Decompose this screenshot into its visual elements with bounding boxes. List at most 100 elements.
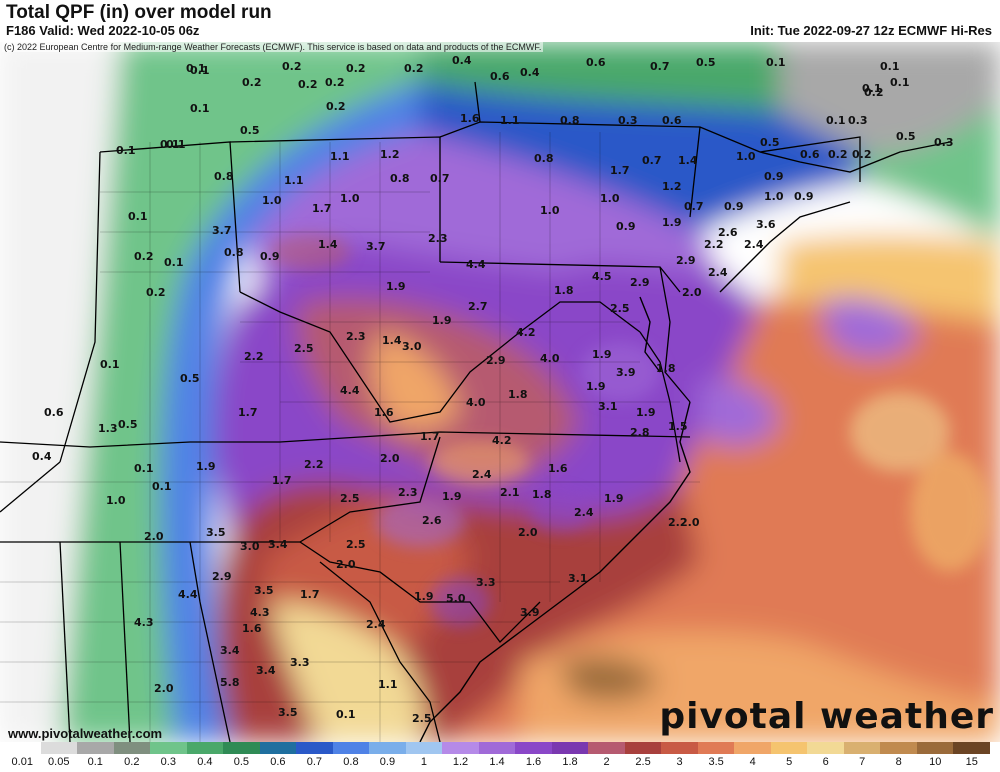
qpf-value-label: 1.1 bbox=[330, 150, 350, 163]
qpf-value-label: 1.0 bbox=[106, 494, 126, 507]
qpf-value-label: 3.5 bbox=[278, 706, 298, 719]
qpf-value-label: 0.4 bbox=[520, 66, 540, 79]
qpf-value-label: 0.2 bbox=[864, 86, 884, 99]
map-header: Total QPF (in) over model run F186 Valid… bbox=[0, 0, 1000, 42]
qpf-value-label: 3.9 bbox=[520, 606, 540, 619]
colorbar-swatch bbox=[332, 742, 370, 754]
qpf-value-label: 1.4 bbox=[382, 334, 402, 347]
qpf-value-label: 0.2 bbox=[298, 78, 318, 91]
qpf-value-label: 0.9 bbox=[764, 170, 784, 183]
qpf-value-label: 3.9 bbox=[616, 366, 636, 379]
colorbar-swatch bbox=[296, 742, 334, 754]
qpf-value-label: 5.0 bbox=[446, 592, 466, 605]
state-borders bbox=[0, 81, 861, 742]
qpf-value-label: 0.1 bbox=[190, 64, 210, 77]
qpf-value-label: 0.2 bbox=[146, 286, 166, 299]
site-url[interactable]: www.pivotalweather.com bbox=[8, 726, 163, 741]
colorbar-label: 3.5 bbox=[708, 756, 724, 768]
qpf-value-label: 0.5 bbox=[696, 56, 716, 69]
colorbar-swatch bbox=[515, 742, 553, 754]
colorbar-label: 5 bbox=[786, 756, 793, 768]
colorbar-swatch bbox=[186, 742, 224, 754]
qpf-value-label: 2.5 bbox=[294, 342, 314, 355]
qpf-value-label: 4.2 bbox=[516, 326, 536, 339]
colorbar-label: 0.6 bbox=[270, 756, 286, 768]
qpf-value-labels: 0.1 0.2 0.2 0.20.40.6 0.40.6 0.7 0.5 0.1 0.10.2 0… bbox=[32, 54, 954, 725]
colorbar-swatch bbox=[916, 742, 954, 754]
qpf-value-label: 0.1 bbox=[116, 144, 136, 157]
qpf-value-label: 0.7 bbox=[650, 60, 670, 73]
qpf-value-label: 4.4 bbox=[178, 588, 198, 601]
qpf-value-label: 2.6 bbox=[422, 514, 442, 527]
qpf-value-label: 0.1 bbox=[186, 62, 206, 75]
qpf-value-label: 0.1 bbox=[164, 256, 184, 269]
qpf-value-label: 0.2 bbox=[242, 76, 262, 89]
colorbar-label: 1.4 bbox=[489, 756, 505, 768]
colorbar-label: 0.9 bbox=[379, 756, 396, 768]
colorbar-swatch bbox=[588, 742, 626, 754]
qpf-value-label: 0.1 bbox=[862, 82, 882, 95]
qpf-value-label: 0.6 bbox=[662, 114, 682, 127]
colorbar-swatch bbox=[843, 742, 881, 754]
qpf-value-label: 1.9 bbox=[636, 406, 656, 419]
qpf-value-label: 0.3 bbox=[618, 114, 638, 127]
qpf-value-label: 3.1 bbox=[568, 572, 588, 585]
qpf-value-label: 1.6 bbox=[374, 406, 394, 419]
qpf-value-label: 0.2 bbox=[404, 62, 424, 75]
colorbar-label: 1.2 bbox=[452, 756, 469, 768]
qpf-value-label: 0.6 bbox=[586, 56, 606, 69]
colorbar-label: 0.7 bbox=[306, 756, 323, 768]
qpf-value-label: 1.3 bbox=[98, 422, 118, 435]
colorbar-label: 7 bbox=[859, 756, 866, 768]
qpf-value-label: 0.1 bbox=[166, 138, 186, 151]
colorbar-swatch bbox=[661, 742, 699, 754]
map-title: Total QPF (in) over model run bbox=[6, 2, 272, 23]
colorbar-label: 10 bbox=[929, 756, 942, 768]
qpf-value-label: 2.9 bbox=[212, 570, 232, 583]
colorbar-label: 0.4 bbox=[197, 756, 213, 768]
qpf-value-label: 1.9 bbox=[592, 348, 612, 361]
colorbar-label: 4 bbox=[749, 756, 756, 768]
colorbar-swatch bbox=[40, 742, 78, 754]
colorbar-label: 6 bbox=[822, 756, 829, 768]
qpf-value-label: 1.0 bbox=[340, 192, 360, 205]
colorbar-swatch bbox=[259, 742, 297, 754]
qpf-value-label: 0.2 bbox=[828, 148, 848, 161]
colorbar-swatch bbox=[77, 742, 115, 754]
qpf-value-label: 0.4 bbox=[32, 450, 52, 463]
colorbar-swatch bbox=[624, 742, 662, 754]
qpf-value-label: 2.0 bbox=[154, 682, 174, 695]
qpf-value-label: 1.1 bbox=[284, 174, 304, 187]
qpf-value-label: 0.7 bbox=[430, 172, 450, 185]
qpf-value-label: 2.9 bbox=[630, 276, 650, 289]
qpf-value-label: 2.0 bbox=[682, 286, 702, 299]
qpf-value-label: 1.6 bbox=[460, 112, 480, 125]
qpf-value-label: 4.4 bbox=[340, 384, 360, 397]
county-lines bbox=[0, 132, 700, 742]
qpf-value-label: 0.4 bbox=[452, 54, 472, 67]
qpf-value-label: 1.6 bbox=[548, 462, 568, 475]
qpf-value-label: 0.1 bbox=[190, 102, 210, 115]
colorbar-label: 8 bbox=[895, 756, 902, 768]
colorbar-label: 0.3 bbox=[160, 756, 176, 768]
qpf-value-label: 4.3 bbox=[250, 606, 270, 619]
qpf-value-label: 1.0 bbox=[540, 204, 560, 217]
qpf-value-label: 2.0 bbox=[144, 530, 164, 543]
qpf-value-label: 0.8 bbox=[534, 152, 554, 165]
qpf-value-label: 0.2 bbox=[346, 62, 366, 75]
qpf-value-label: 3.7 bbox=[212, 224, 232, 237]
qpf-value-label: 0.5 bbox=[760, 136, 780, 149]
qpf-value-label: 2.9 bbox=[676, 254, 696, 267]
init-time: Init: Tue 2022-09-27 12z ECMWF Hi-Res bbox=[750, 23, 992, 38]
qpf-value-label: 2.3 bbox=[428, 232, 448, 245]
colorbar-label: 0.01 bbox=[11, 756, 33, 768]
colorbar-label: 2.5 bbox=[635, 756, 651, 768]
qpf-value-label: 0.9 bbox=[260, 250, 280, 263]
pivotal-weather-logo: pivotal weather bbox=[659, 696, 994, 737]
colorbar-swatch bbox=[770, 742, 808, 754]
qpf-value-label: 1.4 bbox=[678, 154, 698, 167]
colorbar-swatch bbox=[807, 742, 845, 754]
precipitation-map[interactable]: 0.1 0.2 0.2 0.2 0.4 0.6 0.4 0.6 0.7 0.5 0.1 0.1 0.2 0… bbox=[0, 42, 1000, 742]
qpf-value-label: 2.4 bbox=[366, 618, 386, 631]
